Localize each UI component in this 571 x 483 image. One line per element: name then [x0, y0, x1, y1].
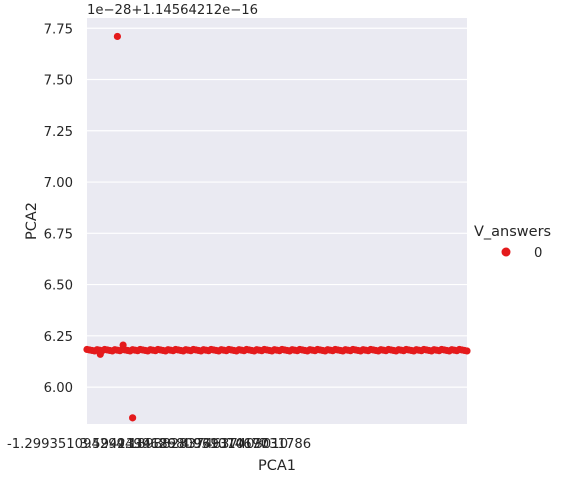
legend-entry-label: 0 — [534, 246, 542, 261]
legend-title: V_answers — [474, 224, 551, 240]
offset-text: 1e−28+1.14564212e−16 — [87, 3, 258, 18]
data-point-outlier — [119, 341, 127, 349]
legend: V_answers 0 — [474, 224, 551, 261]
y-tick-label: 6.50 — [44, 279, 73, 294]
y-tick-label: 7.50 — [44, 74, 73, 89]
y-tick-label: 6.25 — [44, 330, 73, 345]
y-tick-label: 6.75 — [44, 227, 73, 242]
y-tick-label: 7.00 — [44, 176, 73, 191]
x-axis-label: PCA1 — [258, 458, 296, 474]
x-tick-label: 4.1893828374637403010 — [116, 437, 288, 452]
x-tick-label: 3.594233418980931074677 — [80, 437, 269, 452]
grid-lines — [87, 27, 467, 388]
y-axis-label: PCA2 — [24, 202, 40, 240]
y-tick-label: 7.75 — [44, 22, 73, 37]
legend-marker — [501, 247, 511, 257]
data-point-outlier — [113, 32, 121, 41]
x-tick-label: -1.299351094299499626 — [7, 437, 175, 452]
x-tick-labels: -1.2993510942994996263.59423341898093107… — [7, 437, 311, 452]
plot-background — [87, 18, 467, 424]
data-point-outlier — [129, 414, 137, 422]
data-point — [463, 347, 471, 355]
y-tick-label: 6.00 — [44, 381, 73, 396]
data-points — [83, 32, 471, 422]
y-tick-label: 7.25 — [44, 125, 73, 140]
y-tick-labels: 6.00 6.25 6.50 6.75 7.00 7.25 7.50 7.75 — [44, 22, 73, 396]
data-point-outlier — [96, 350, 104, 358]
x-tick-label: 4.96931019031786 — [181, 437, 311, 452]
